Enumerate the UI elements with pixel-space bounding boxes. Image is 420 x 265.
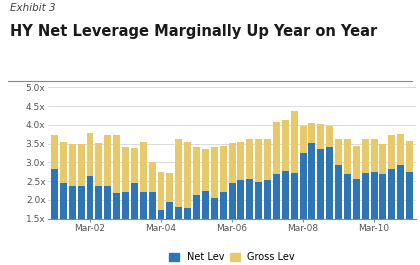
Bar bbox=[175, 207, 182, 265]
Bar bbox=[237, 142, 244, 180]
Bar bbox=[104, 186, 111, 265]
Bar bbox=[184, 208, 191, 265]
Bar bbox=[158, 172, 165, 210]
Bar bbox=[380, 174, 386, 265]
Bar bbox=[282, 120, 289, 171]
Bar bbox=[318, 124, 324, 149]
Bar bbox=[406, 172, 413, 265]
Bar bbox=[308, 143, 315, 265]
Bar bbox=[220, 145, 227, 192]
Bar bbox=[380, 144, 386, 174]
Bar bbox=[282, 171, 289, 265]
Bar bbox=[149, 192, 156, 265]
Bar bbox=[202, 149, 209, 191]
Bar bbox=[69, 186, 76, 265]
Bar bbox=[308, 123, 315, 143]
Bar bbox=[291, 173, 298, 265]
Bar bbox=[291, 111, 298, 173]
Bar bbox=[158, 210, 165, 265]
Bar bbox=[202, 191, 209, 265]
Bar bbox=[60, 142, 67, 183]
Bar bbox=[255, 182, 262, 265]
Bar bbox=[166, 173, 173, 202]
Bar bbox=[220, 192, 227, 265]
Text: Exhibit 3: Exhibit 3 bbox=[10, 3, 56, 13]
Bar bbox=[211, 198, 218, 265]
Bar bbox=[264, 139, 271, 180]
Bar bbox=[247, 139, 253, 179]
Bar bbox=[237, 180, 244, 265]
Bar bbox=[140, 142, 147, 192]
Bar bbox=[273, 174, 280, 265]
Bar bbox=[122, 192, 129, 265]
Bar bbox=[95, 143, 102, 186]
Bar bbox=[104, 135, 111, 186]
Bar bbox=[184, 142, 191, 208]
Bar bbox=[78, 144, 84, 186]
Bar bbox=[228, 183, 236, 265]
Bar bbox=[388, 135, 395, 169]
Bar bbox=[140, 192, 147, 265]
Bar bbox=[326, 147, 333, 265]
Bar bbox=[397, 165, 404, 265]
Bar bbox=[299, 126, 307, 153]
Bar bbox=[95, 186, 102, 265]
Bar bbox=[51, 169, 58, 265]
Bar bbox=[344, 174, 351, 265]
Bar bbox=[388, 169, 395, 265]
Bar bbox=[131, 183, 138, 265]
Bar bbox=[211, 147, 218, 198]
Bar bbox=[353, 179, 360, 265]
Bar bbox=[247, 179, 253, 265]
Text: HY Net Leverage Marginally Up Year on Year: HY Net Leverage Marginally Up Year on Ye… bbox=[10, 24, 378, 39]
Bar bbox=[193, 147, 200, 195]
Legend: Net Lev, Gross Lev: Net Lev, Gross Lev bbox=[169, 252, 295, 262]
Bar bbox=[264, 180, 271, 265]
Bar bbox=[273, 122, 280, 174]
Bar bbox=[362, 139, 369, 173]
Bar bbox=[255, 139, 262, 182]
Bar bbox=[370, 172, 378, 265]
Bar bbox=[353, 145, 360, 179]
Bar bbox=[318, 149, 324, 265]
Bar bbox=[131, 148, 138, 183]
Bar bbox=[69, 144, 76, 186]
Bar bbox=[299, 153, 307, 265]
Bar bbox=[122, 147, 129, 192]
Bar bbox=[87, 133, 94, 175]
Bar bbox=[326, 126, 333, 147]
Bar bbox=[175, 139, 182, 207]
Bar bbox=[87, 175, 94, 265]
Bar bbox=[362, 173, 369, 265]
Bar bbox=[113, 135, 120, 193]
Bar bbox=[335, 165, 342, 265]
Bar bbox=[51, 135, 58, 169]
Bar bbox=[335, 139, 342, 165]
Bar bbox=[166, 202, 173, 265]
Bar bbox=[193, 195, 200, 265]
Bar bbox=[113, 193, 120, 265]
Bar bbox=[344, 139, 351, 174]
Bar bbox=[149, 162, 156, 192]
Bar bbox=[370, 139, 378, 172]
Bar bbox=[228, 143, 236, 183]
Bar bbox=[406, 141, 413, 172]
Bar bbox=[78, 186, 84, 265]
Bar bbox=[60, 183, 67, 265]
Bar bbox=[397, 134, 404, 165]
